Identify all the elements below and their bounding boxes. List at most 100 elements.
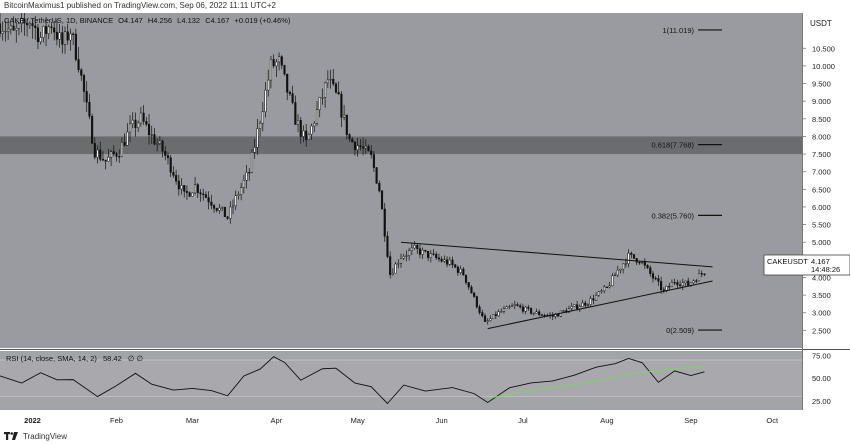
candle-body: [302, 130, 305, 137]
candle-body: [424, 249, 427, 252]
candle-body: [364, 145, 367, 149]
legend-high: H4.256: [148, 16, 172, 25]
candle-body: [77, 59, 80, 71]
candle-body: [416, 245, 419, 249]
candle-body: [283, 64, 286, 75]
candle-body: [489, 318, 492, 321]
time-tick-label: Apr: [271, 416, 283, 425]
svg-text:CAKE / TetherUS, 1D, BINANCE: CAKE / TetherUS, 1D, BINANCE O4.147 H4.2…: [4, 16, 291, 25]
candle-body: [36, 27, 39, 43]
candle-body: [128, 123, 132, 133]
candle-body: [23, 18, 26, 24]
candle-body: [234, 195, 237, 207]
candle-body: [7, 28, 10, 32]
price-tick-label: 3.000: [812, 309, 831, 318]
candle-body: [12, 25, 15, 31]
rsi-legend-title: RSI (14, close, SMA, 14, 2): [6, 354, 97, 363]
time-tick-label: Jul: [518, 416, 528, 425]
candle-body: [651, 273, 655, 279]
rsi-layer: [0, 356, 802, 405]
price-tick-label: 6.500: [812, 185, 831, 194]
candle-body: [505, 306, 508, 309]
candle-body: [478, 306, 481, 313]
chart-area[interactable]: 1(11.019) 0.618(7.768) 0.382(5.760) 0(2.509…: [0, 6, 850, 429]
candle-body: [337, 92, 340, 95]
legend-change: +0.019 (+0.46%): [234, 16, 290, 25]
candle-body: [380, 190, 384, 210]
candle-body: [58, 32, 61, 40]
candle-body: [543, 314, 546, 317]
candle-body: [600, 290, 603, 292]
candle-body: [613, 274, 617, 277]
candle-body: [410, 247, 413, 251]
candle-body: [511, 305, 514, 307]
rsi-band-fill: [0, 360, 802, 397]
candle-body: [318, 97, 321, 111]
candle-body: [345, 114, 348, 135]
price-tick-label: 3.500: [812, 291, 831, 300]
price-chart-svg[interactable]: 1(11.019) 0.618(7.768) 0.382(5.760) 0(2.509…: [0, 6, 850, 429]
candle-body: [215, 208, 218, 211]
candle-body: [156, 143, 159, 145]
candle-body: [432, 253, 435, 255]
candle-body: [386, 236, 389, 257]
candle-body: [324, 82, 327, 98]
price-tick-label: 4.000: [812, 273, 831, 282]
candle-body: [321, 97, 324, 99]
price-tick-label: 7.000: [812, 168, 831, 177]
candle-body: [540, 314, 543, 316]
candle-body: [147, 124, 151, 135]
candle-body: [375, 167, 378, 184]
candle-body: [210, 201, 213, 206]
candle-body: [61, 32, 64, 45]
candle-body: [164, 150, 167, 156]
candle-body: [69, 33, 72, 41]
price-tick-label: 8.000: [812, 132, 831, 141]
candle-body: [524, 306, 527, 312]
candle-body: [31, 23, 34, 27]
candle-body: [134, 119, 137, 129]
candle-body: [91, 116, 94, 144]
candle-body: [508, 306, 511, 308]
candle-body: [204, 194, 207, 198]
candle-body: [630, 252, 633, 255]
candle-body: [684, 280, 687, 284]
candle-body: [207, 197, 210, 203]
candle-body: [194, 184, 197, 194]
triangle-upper-line: [400, 241, 713, 268]
candle-body: [264, 89, 267, 113]
candle-body: [245, 172, 248, 181]
chart-legend: CAKE / TetherUS, 1D, BINANCE O4.147 H4.2…: [4, 16, 291, 25]
price-tick-label: 7.500: [812, 150, 831, 159]
candle-body: [226, 216, 229, 219]
rsi-sma-line: [487, 365, 705, 399]
price-tag-countdown: 14:48:26: [811, 265, 840, 274]
candle-body: [622, 263, 625, 270]
candle-body: [142, 112, 145, 122]
svg-text:RSI (14, close, SMA, 14, 2): RSI (14, close, SMA, 14, 2) 58.42 ∅ ∅: [6, 354, 143, 363]
candle-body: [223, 206, 226, 218]
price-tick-label: 6.000: [812, 203, 831, 212]
candle-body: [42, 26, 45, 38]
candle-body: [378, 183, 381, 192]
candle-body: [581, 302, 584, 307]
candle-body: [47, 26, 50, 34]
candle-body: [538, 311, 541, 316]
candle-body: [63, 31, 67, 45]
price-tag-label: CAKEUSDT: [767, 257, 808, 266]
time-tick-label: Feb: [110, 416, 123, 425]
candle-body: [595, 295, 598, 301]
candle-body: [467, 282, 470, 288]
candle-body: [367, 145, 370, 152]
candle-body: [158, 140, 161, 144]
axis-title: USDT: [810, 19, 832, 28]
candle-body: [481, 312, 484, 317]
candle-body: [66, 31, 69, 41]
candle-body: [573, 304, 576, 307]
candle-body: [662, 289, 665, 291]
candle-body: [695, 280, 698, 282]
triangle-lower-line: [487, 280, 713, 330]
candle-body: [584, 302, 587, 306]
candle-body: [80, 69, 83, 76]
candle-body: [53, 27, 56, 33]
